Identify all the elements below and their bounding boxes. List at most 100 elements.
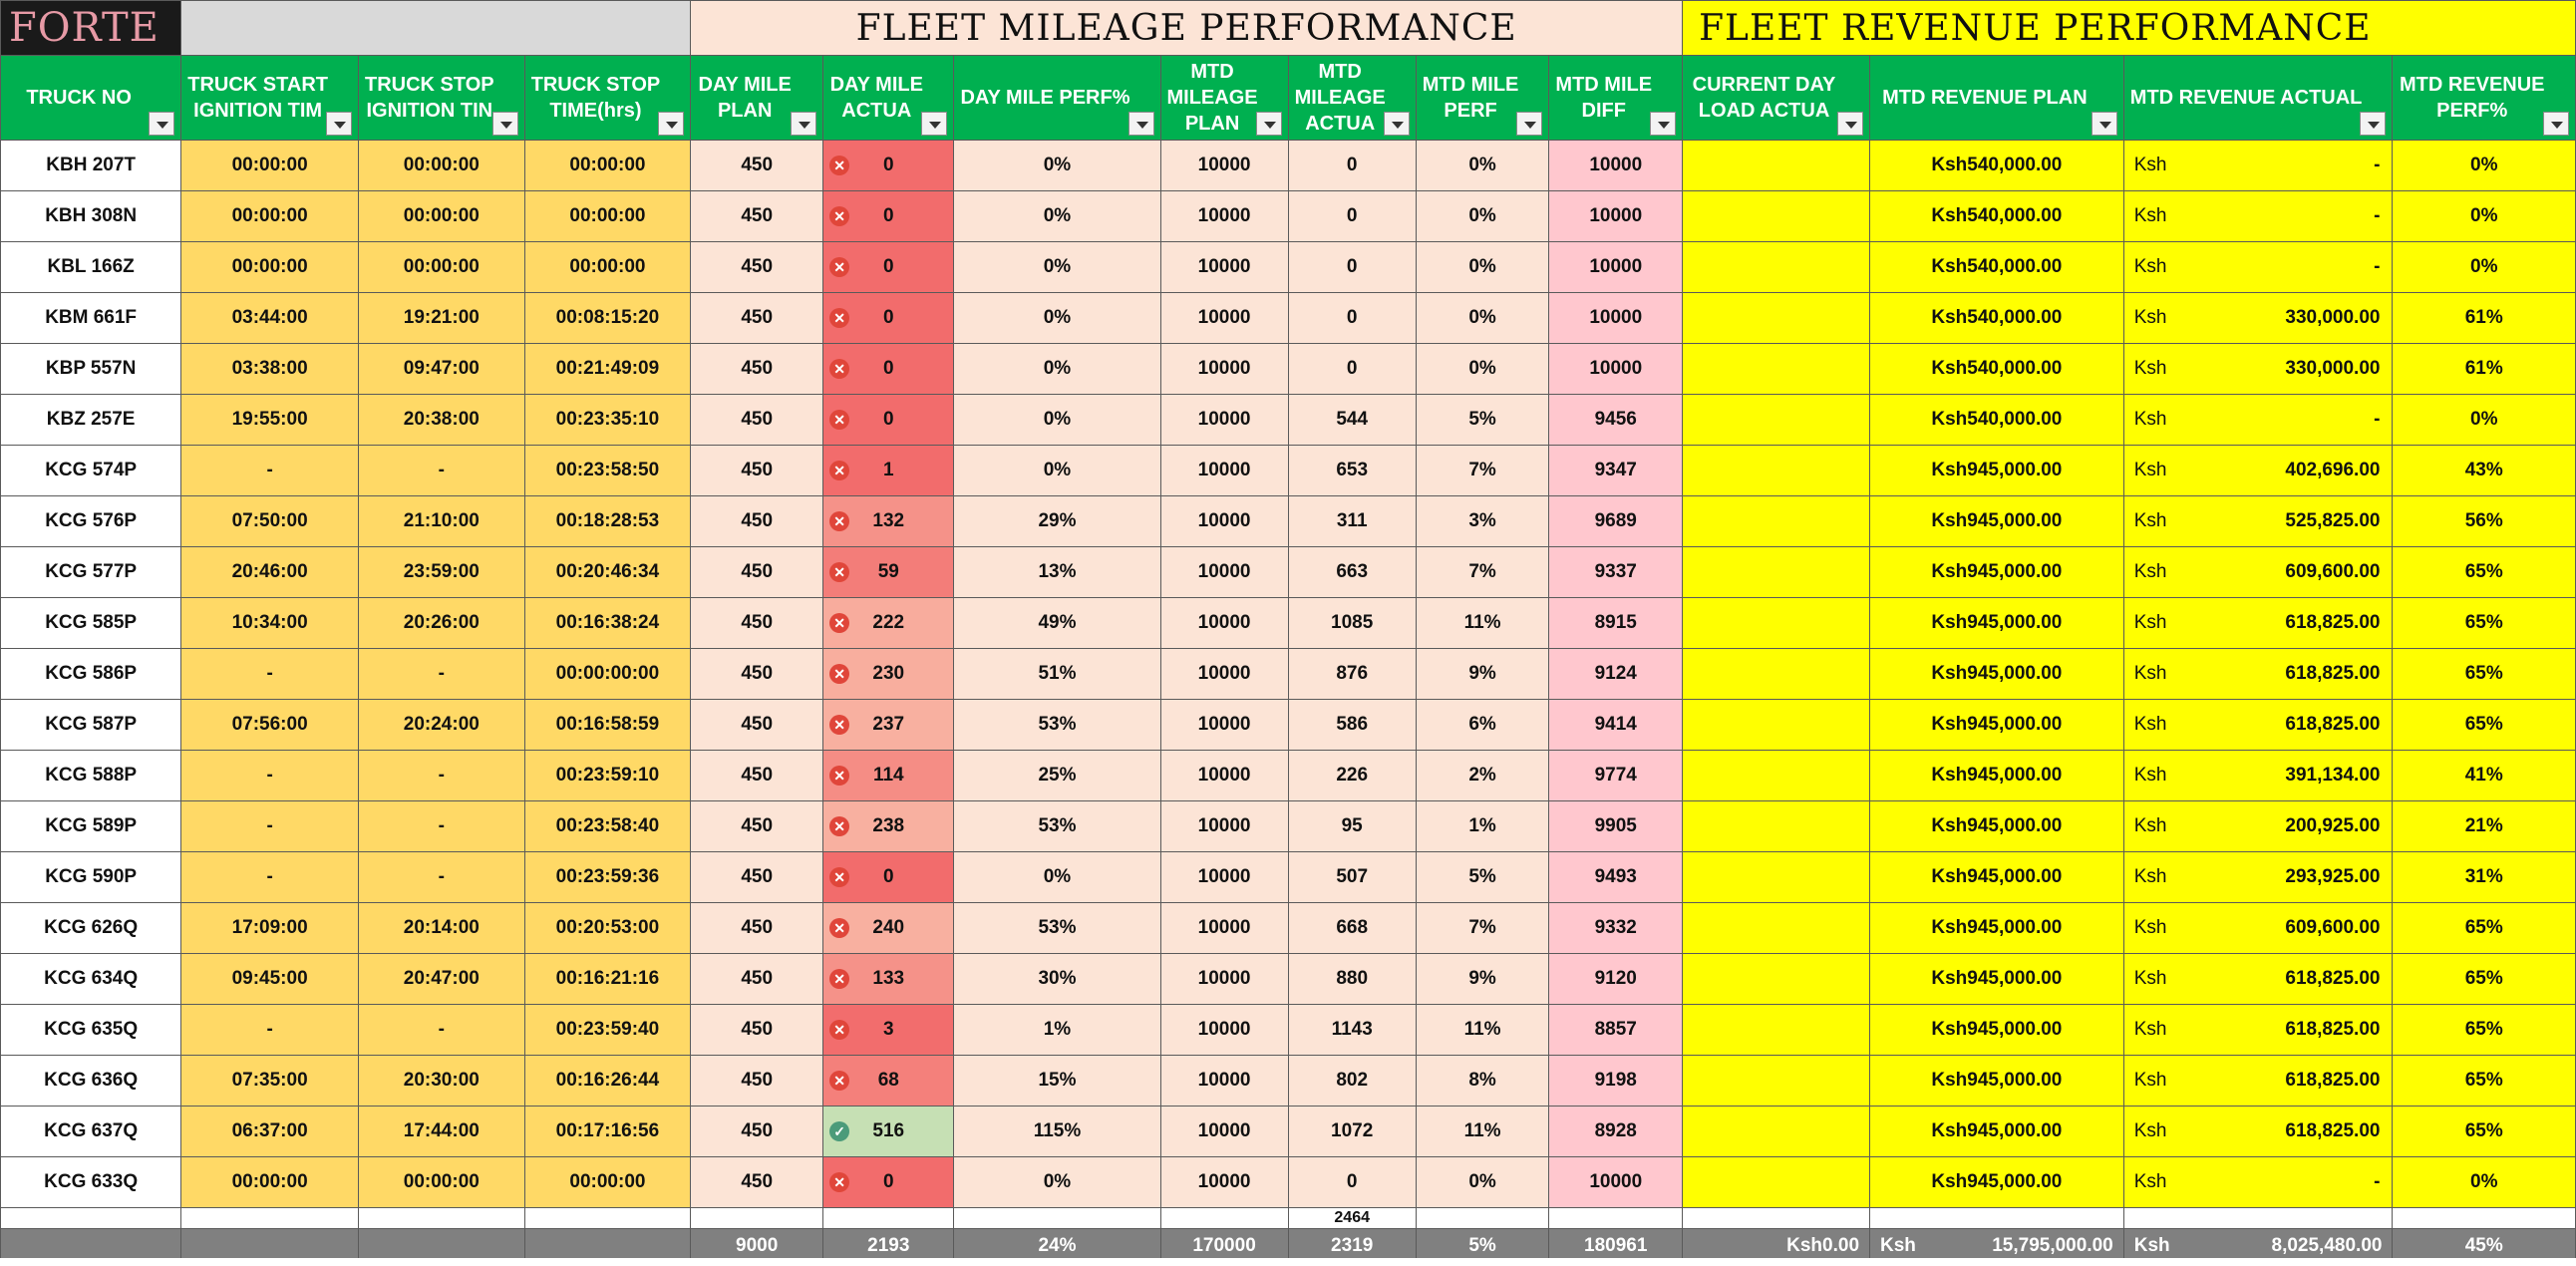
- mtd-revenue-plan-value[interactable]: Ksh945,000.00: [1869, 800, 2124, 852]
- filter-dropdown-icon[interactable]: [1127, 112, 1154, 136]
- empty-cell[interactable]: [1869, 1207, 2124, 1229]
- truck-stop-time[interactable]: -: [357, 445, 525, 496]
- day-mile-perf-value[interactable]: 29%: [953, 495, 1161, 547]
- empty-cell[interactable]: [2122, 1207, 2394, 1229]
- current-day-load-value[interactable]: [1682, 699, 1871, 751]
- empty-cell[interactable]: [180, 1207, 359, 1229]
- truck-number[interactable]: KBP 557N: [0, 343, 182, 395]
- mtd-revenue-actual-value[interactable]: Ksh 525,825.00: [2122, 495, 2394, 547]
- day-mile-actual-value[interactable]: ✕ 68: [822, 1055, 955, 1107]
- truck-stop-time[interactable]: -: [357, 851, 525, 903]
- truck-start-time[interactable]: -: [180, 648, 359, 700]
- filter-dropdown-icon[interactable]: [491, 112, 518, 136]
- day-mile-actual-value[interactable]: ✕ 238: [822, 800, 955, 852]
- truck-start-time[interactable]: 06:37:00: [180, 1106, 359, 1157]
- mtd-revenue-perf-value[interactable]: 0%: [2392, 140, 2576, 191]
- mtd-mileage-plan-value[interactable]: 10000: [1159, 851, 1289, 903]
- truck-start-time[interactable]: 07:56:00: [180, 699, 359, 751]
- mtd-mileage-plan-value[interactable]: 10000: [1159, 902, 1289, 954]
- mtd-mile-diff-value[interactable]: 10000: [1548, 1156, 1684, 1208]
- truck-stop-hours[interactable]: 00:23:35:10: [523, 394, 692, 446]
- truck-number[interactable]: KCG 588P: [0, 750, 182, 801]
- mtd-mileage-actual-value[interactable]: 0: [1287, 1156, 1417, 1208]
- mtd-revenue-plan-value[interactable]: Ksh945,000.00: [1869, 597, 2124, 649]
- truck-stop-hours[interactable]: 00:23:58:40: [523, 800, 692, 852]
- truck-stop-time[interactable]: 20:24:00: [357, 699, 525, 751]
- empty-cell[interactable]: [1548, 1207, 1684, 1229]
- day-mile-plan-value[interactable]: 450: [690, 495, 824, 547]
- mtd-revenue-perf-value[interactable]: 0%: [2392, 241, 2576, 293]
- mtd-revenue-actual-value[interactable]: Ksh 618,825.00: [2122, 699, 2394, 751]
- day-mile-plan-value[interactable]: 450: [690, 190, 824, 242]
- mtd-revenue-plan-value[interactable]: Ksh945,000.00: [1869, 953, 2124, 1005]
- mtd-mileage-actual-value[interactable]: 653: [1287, 445, 1417, 496]
- day-mile-perf-value[interactable]: 0%: [953, 1156, 1161, 1208]
- truck-number[interactable]: KCG 585P: [0, 597, 182, 649]
- truck-start-time[interactable]: 09:45:00: [180, 953, 359, 1005]
- truck-start-time[interactable]: 00:00:00: [180, 190, 359, 242]
- mtd-revenue-perf-value[interactable]: 43%: [2392, 445, 2576, 496]
- mtd-revenue-plan-value[interactable]: Ksh945,000.00: [1869, 1156, 2124, 1208]
- truck-number[interactable]: KCG 587P: [0, 699, 182, 751]
- day-mile-actual-value[interactable]: ✕ 222: [822, 597, 955, 649]
- mtd-revenue-actual-value[interactable]: Ksh -: [2122, 394, 2394, 446]
- mtd-revenue-perf-value[interactable]: 41%: [2392, 750, 2576, 801]
- mtd-mile-perf-value[interactable]: 7%: [1415, 902, 1550, 954]
- empty-cell[interactable]: [1415, 1207, 1550, 1229]
- day-mile-plan-value[interactable]: 450: [690, 851, 824, 903]
- truck-stop-hours[interactable]: 00:00:00:00: [523, 648, 692, 700]
- mtd-revenue-actual-value[interactable]: Ksh 200,925.00: [2122, 800, 2394, 852]
- truck-start-time[interactable]: -: [180, 800, 359, 852]
- mtd-revenue-actual-value[interactable]: Ksh 330,000.00: [2122, 343, 2394, 395]
- truck-number[interactable]: KCG 636Q: [0, 1055, 182, 1107]
- current-day-load-value[interactable]: [1682, 140, 1871, 191]
- day-mile-actual-value[interactable]: ✕ 0: [822, 394, 955, 446]
- current-day-load-value[interactable]: [1682, 292, 1871, 344]
- truck-start-time[interactable]: 00:00:00: [180, 140, 359, 191]
- truck-number[interactable]: KBM 661F: [0, 292, 182, 344]
- truck-number[interactable]: KCG 635Q: [0, 1004, 182, 1056]
- mtd-revenue-perf-value[interactable]: 0%: [2392, 394, 2576, 446]
- truck-number[interactable]: KCG 626Q: [0, 902, 182, 954]
- day-mile-perf-value[interactable]: 25%: [953, 750, 1161, 801]
- mtd-mile-diff-value[interactable]: 10000: [1548, 343, 1684, 395]
- mtd-revenue-perf-value[interactable]: 65%: [2392, 1055, 2576, 1107]
- mtd-mile-diff-value[interactable]: 10000: [1548, 190, 1684, 242]
- mtd-mile-diff-value[interactable]: 9414: [1548, 699, 1684, 751]
- day-mile-perf-value[interactable]: 0%: [953, 851, 1161, 903]
- mtd-revenue-plan-value[interactable]: Ksh540,000.00: [1869, 292, 2124, 344]
- day-mile-plan-value[interactable]: 450: [690, 445, 824, 496]
- empty-cell[interactable]: [822, 1207, 955, 1229]
- mtd-mile-perf-value[interactable]: 8%: [1415, 1055, 1550, 1107]
- mtd-mileage-actual-value[interactable]: 668: [1287, 902, 1417, 954]
- mtd-mileage-actual-value[interactable]: 544: [1287, 394, 1417, 446]
- truck-number[interactable]: KBH 308N: [0, 190, 182, 242]
- current-day-load-value[interactable]: [1682, 953, 1871, 1005]
- empty-cell[interactable]: [2392, 1207, 2576, 1229]
- day-mile-actual-value[interactable]: ✕ 59: [822, 546, 955, 598]
- filter-dropdown-icon[interactable]: [2543, 112, 2569, 136]
- mtd-mile-perf-value[interactable]: 9%: [1415, 648, 1550, 700]
- day-mile-plan-value[interactable]: 450: [690, 800, 824, 852]
- truck-number[interactable]: KCG 634Q: [0, 953, 182, 1005]
- current-day-load-value[interactable]: [1682, 851, 1871, 903]
- truck-stop-hours[interactable]: 00:00:00: [523, 241, 692, 293]
- mtd-mile-perf-value[interactable]: 1%: [1415, 800, 1550, 852]
- truck-stop-hours[interactable]: 00:16:58:59: [523, 699, 692, 751]
- empty-cell[interactable]: [0, 1207, 182, 1229]
- day-mile-plan-value[interactable]: 450: [690, 1106, 824, 1157]
- mtd-mile-perf-value[interactable]: 11%: [1415, 1106, 1550, 1157]
- day-mile-actual-value[interactable]: ✕ 0: [822, 343, 955, 395]
- mtd-revenue-actual-value[interactable]: Ksh -: [2122, 241, 2394, 293]
- current-day-load-value[interactable]: [1682, 800, 1871, 852]
- day-mile-actual-value[interactable]: ✕ 0: [822, 1156, 955, 1208]
- empty-cell[interactable]: [1682, 1207, 1871, 1229]
- truck-start-time[interactable]: 10:34:00: [180, 597, 359, 649]
- mtd-mileage-actual-value[interactable]: 226: [1287, 750, 1417, 801]
- mtd-revenue-plan-value[interactable]: Ksh945,000.00: [1869, 1106, 2124, 1157]
- day-mile-actual-value[interactable]: ✕ 3: [822, 1004, 955, 1056]
- truck-stop-time[interactable]: 21:10:00: [357, 495, 525, 547]
- mtd-mile-diff-value[interactable]: 9774: [1548, 750, 1684, 801]
- day-mile-perf-value[interactable]: 53%: [953, 699, 1161, 751]
- mtd-mile-perf-value[interactable]: 7%: [1415, 445, 1550, 496]
